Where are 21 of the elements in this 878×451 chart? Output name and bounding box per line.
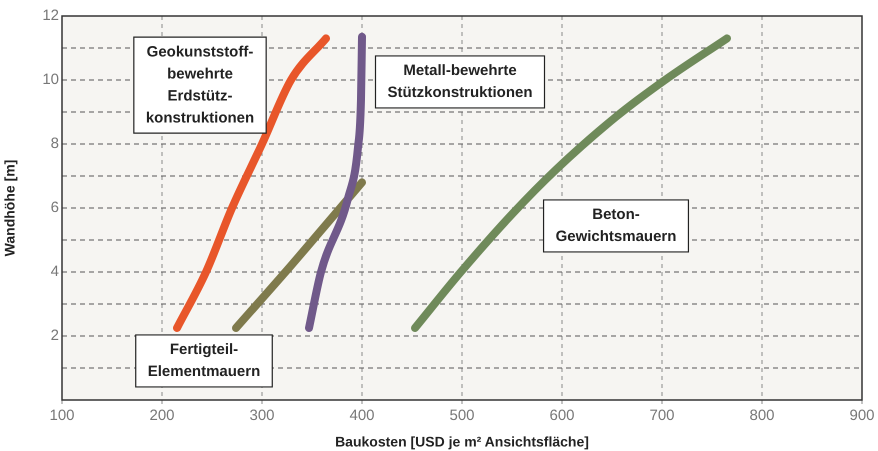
y-axis-title: Wandhöhe [m] — [1, 160, 18, 256]
series-label: Fertigteil- Elementmauern — [148, 341, 260, 380]
y-tick-label: 6 — [50, 199, 59, 216]
x-tick-label: 300 — [249, 407, 275, 424]
x-tick-label: 800 — [749, 407, 775, 424]
x-tick-label: 400 — [349, 407, 375, 424]
y-tick-label: 2 — [50, 327, 59, 344]
y-tick-label: 4 — [50, 263, 59, 280]
series-label: Geokunststoff- bewehrte Erdstütz- konstruktionen — [146, 43, 254, 126]
x-axis-title: Baukosten [USD je m² Ansichtsfläche] — [335, 433, 589, 450]
x-tick-label: 600 — [549, 407, 575, 424]
x-tick-label: 500 — [449, 407, 475, 424]
y-tick-label: 10 — [42, 71, 59, 88]
x-tick-label: 100 — [49, 407, 75, 424]
x-tick-label: 900 — [849, 407, 875, 424]
y-tick-label: 12 — [42, 7, 59, 24]
y-tick-label: 8 — [50, 135, 59, 152]
series-label: Beton- Gewichtsmauern — [556, 206, 676, 246]
x-tick-label: 200 — [149, 407, 175, 424]
series-label: Metall-bewehrte Stützkonstruktionen — [388, 62, 532, 102]
x-tick-label: 700 — [649, 407, 675, 424]
